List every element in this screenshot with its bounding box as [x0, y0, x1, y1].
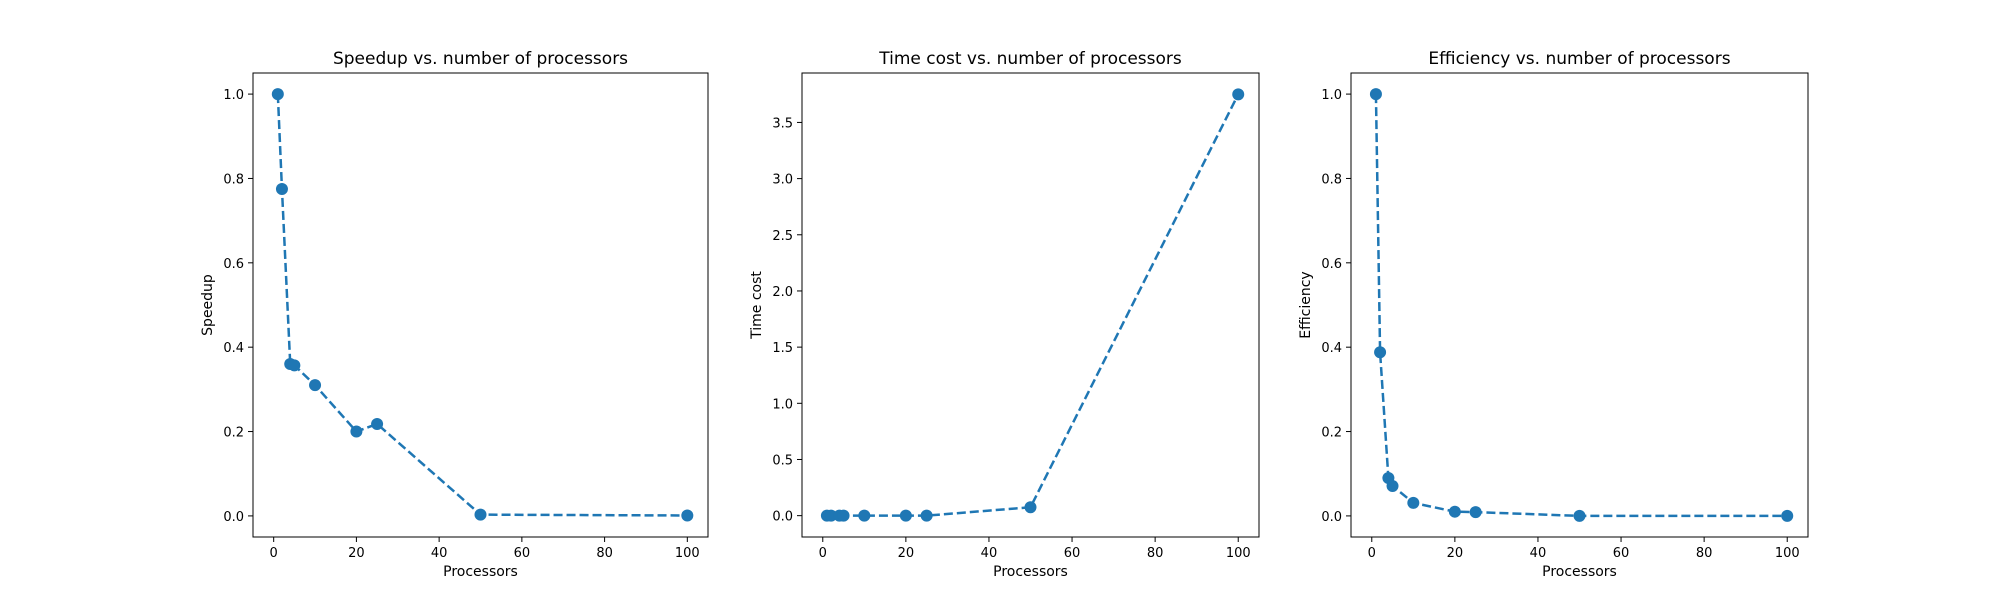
y-tick-label: 0.5 — [772, 453, 793, 468]
y-tick-label: 0.8 — [223, 172, 244, 187]
x-axis-label: Processors — [1542, 564, 1617, 580]
x-tick-label: 80 — [1696, 546, 1713, 561]
y-tick-label: 2.0 — [772, 285, 793, 300]
data-point — [309, 379, 322, 392]
x-tick-label: 60 — [514, 546, 531, 561]
x-tick-label: 20 — [898, 546, 915, 561]
y-tick-label: 0.2 — [1321, 426, 1342, 441]
data-point — [275, 183, 288, 195]
x-tick-label: 40 — [981, 546, 998, 561]
axis-ticks: 0 20 40 60 80 100 0.0 0.2 0.4 0.6 0.8 1.0 — [1321, 88, 1799, 561]
x-tick-label: 60 — [1064, 546, 1081, 561]
data-point — [474, 508, 487, 521]
axes-frame — [252, 72, 709, 538]
y-tick-label: 0.8 — [1321, 172, 1342, 187]
data-point — [371, 417, 384, 430]
data-point — [1469, 506, 1482, 519]
x-tick-label: 100 — [1775, 546, 1800, 561]
x-tick-label: 0 — [1368, 546, 1376, 561]
axes-frame — [1350, 72, 1809, 538]
axis-ticks: 0 20 40 60 80 100 0.0 0.2 0.4 0.6 0.8 1.0 — [223, 88, 699, 561]
speedup-chart: Speedup vs. number of processors Process… — [200, 49, 709, 580]
data-point — [920, 509, 933, 522]
y-tick-label: 0.0 — [772, 510, 793, 525]
plot-area — [820, 88, 1245, 522]
y-tick-label: 2.5 — [772, 229, 793, 244]
data-point — [1232, 88, 1245, 101]
data-point — [1448, 505, 1461, 518]
y-tick-label: 3.0 — [772, 173, 793, 188]
y-tick-label: 0.4 — [223, 341, 244, 356]
plot-area — [1369, 88, 1794, 522]
time-cost-chart: Time cost vs. number of processors Proce… — [749, 49, 1260, 580]
x-axis-label: Processors — [993, 564, 1068, 580]
x-tick-label: 40 — [431, 546, 448, 561]
y-tick-label: 0.0 — [1321, 510, 1342, 525]
x-tick-label: 40 — [1530, 546, 1547, 561]
y-tick-label: 0.6 — [1321, 257, 1342, 272]
y-tick-label: 1.0 — [223, 88, 244, 103]
x-tick-label: 100 — [675, 546, 700, 561]
data-point — [1386, 479, 1399, 492]
y-tick-label: 0.0 — [223, 510, 244, 525]
y-tick-label: 0.2 — [223, 426, 244, 441]
axis-ticks: 0 20 40 60 80 100 0.0 0.5 1.0 1.5 2.0 2.5 3.0 3.5 — [772, 116, 1250, 561]
y-axis-label: Time cost — [749, 271, 765, 340]
y-tick-label: 0.4 — [1321, 341, 1342, 356]
x-tick-label: 0 — [819, 546, 827, 561]
efficiency-chart: Efficiency vs. number of processors Proc… — [1298, 49, 1809, 580]
plot-area — [271, 88, 694, 522]
data-point — [837, 509, 850, 522]
data-point — [1407, 496, 1420, 509]
data-point — [858, 509, 871, 522]
x-tick-label: 60 — [1613, 546, 1630, 561]
data-point — [350, 425, 363, 438]
data-point — [1024, 501, 1037, 514]
y-axis-label: Speedup — [200, 274, 216, 336]
y-tick-label: 1.0 — [1321, 88, 1342, 103]
x-tick-label: 80 — [1147, 546, 1164, 561]
chart-title: Efficiency vs. number of processors — [1428, 49, 1730, 69]
y-tick-label: 1.5 — [772, 341, 793, 356]
y-tick-label: 1.0 — [772, 397, 793, 412]
data-point — [899, 509, 912, 522]
data-point — [1781, 509, 1794, 522]
x-axis-label: Processors — [443, 564, 518, 580]
x-tick-label: 0 — [270, 546, 278, 561]
x-tick-label: 20 — [1447, 546, 1464, 561]
data-point — [288, 359, 301, 372]
x-tick-label: 80 — [596, 546, 613, 561]
y-tick-label: 3.5 — [772, 116, 793, 131]
data-point — [1573, 509, 1586, 522]
axes-frame — [801, 72, 1260, 538]
y-tick-label: 0.6 — [223, 257, 244, 272]
data-point — [825, 509, 838, 522]
chart-title: Time cost vs. number of processors — [878, 49, 1182, 69]
data-point — [271, 88, 284, 101]
x-tick-label: 100 — [1226, 546, 1251, 561]
chart-title: Speedup vs. number of processors — [333, 49, 628, 69]
data-point — [681, 509, 694, 522]
y-axis-label: Efficiency — [1298, 271, 1314, 338]
x-tick-label: 20 — [348, 546, 365, 561]
data-point — [1374, 346, 1387, 359]
data-point — [1369, 88, 1382, 101]
